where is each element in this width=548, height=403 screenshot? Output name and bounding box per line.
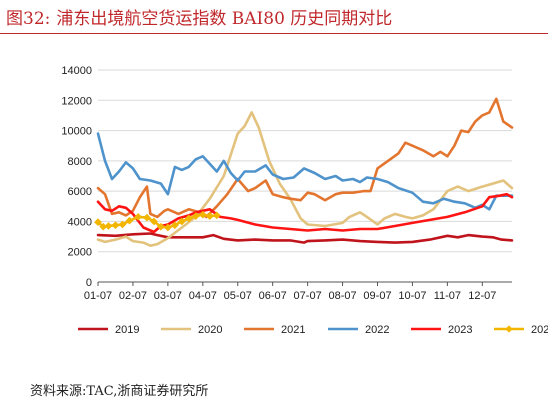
series-2019-line	[96, 232, 514, 244]
legend-label-2024: 2024	[531, 324, 548, 336]
y-tick-label: 8000	[68, 156, 92, 168]
series-2024-point	[212, 211, 221, 220]
y-tick-label: 12000	[61, 95, 92, 107]
series-2024-point	[142, 213, 151, 222]
x-tick-label: 01-07	[84, 290, 112, 302]
y-tick-label: 4000	[68, 216, 92, 228]
y-tick-label: 0	[86, 277, 92, 289]
source-note: 资料来源:TAC,浙商证券研究所	[30, 384, 209, 399]
figure-title-text: 浦东出境航空货运指数 BAI80 历史同期对比	[56, 9, 393, 29]
series-2020-line	[96, 111, 514, 247]
x-tick-label: 07-07	[294, 290, 322, 302]
x-tick-label: 12-07	[468, 290, 496, 302]
series-2024-point	[118, 220, 127, 229]
figure-title: 图32: 浦东出境航空货运指数 BAI80 历史同期对比	[6, 4, 392, 29]
legend-label-2020: 2020	[198, 324, 222, 336]
y-tick-label: 6000	[68, 186, 92, 198]
x-tick-label: 05-07	[224, 290, 252, 302]
title-rule	[0, 33, 548, 34]
legend-label-2019: 2019	[115, 324, 139, 336]
series-2024-point	[104, 222, 113, 230]
y-tick-label: 2000	[68, 247, 92, 259]
legend-label-2021: 2021	[281, 324, 305, 336]
series-2024-point	[94, 218, 102, 227]
series-2021-line	[96, 97, 514, 219]
series-2024-point	[198, 210, 207, 219]
series-2024-point	[163, 223, 172, 232]
legend-marker-2024	[505, 325, 513, 333]
series-2024-point	[134, 212, 143, 221]
y-tick-label: 14000	[61, 65, 92, 77]
series-2024-point	[184, 214, 193, 223]
series-2024-point	[205, 212, 214, 221]
legend-label-2022: 2022	[365, 324, 389, 336]
series-2024-point	[156, 222, 165, 231]
x-tick-label: 08-07	[328, 290, 356, 302]
series-2022-line	[96, 132, 514, 211]
x-tick-label: 06-07	[259, 290, 287, 302]
series-2024-point	[191, 212, 200, 221]
series-2024-point	[177, 217, 186, 226]
x-tick-label: 11-07	[434, 290, 461, 302]
figure-number: 图32:	[6, 9, 51, 29]
legend-label-2023: 2023	[448, 324, 472, 336]
x-tick-label: 04-07	[189, 290, 217, 302]
series-2023-line	[96, 192, 514, 234]
x-tick-label: 02-07	[119, 290, 147, 302]
x-tick-label: 09-07	[363, 290, 391, 302]
series-2024-point	[170, 221, 179, 230]
x-tick-label: 10-07	[398, 290, 426, 302]
series-2024-point	[125, 216, 134, 225]
series-2024-point	[111, 221, 120, 230]
x-tick-label: 03-07	[154, 290, 182, 302]
series-2024-point	[149, 217, 158, 226]
y-tick-label: 10000	[61, 126, 92, 138]
